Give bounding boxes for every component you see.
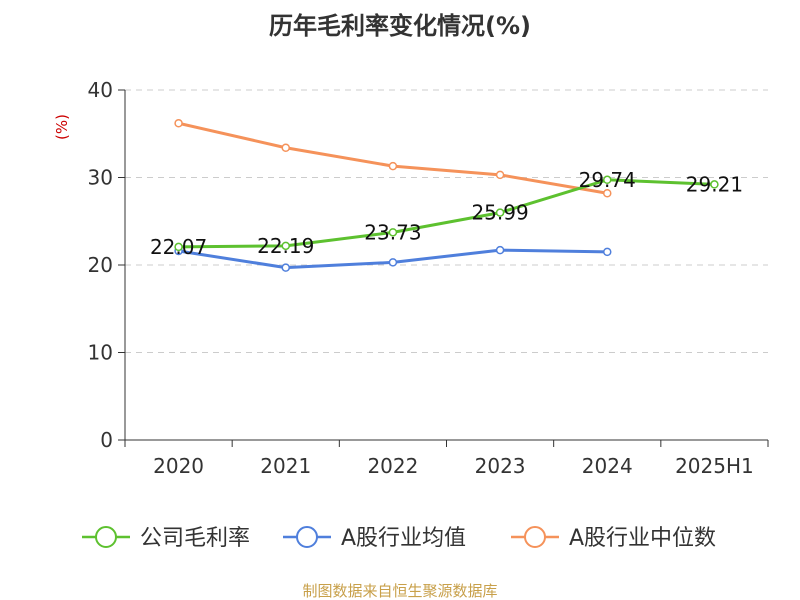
data-point: [388, 258, 398, 267]
legend-label: A股行业中位数: [569, 526, 716, 551]
data-point: [388, 228, 398, 237]
series-line: [178, 178, 715, 249]
legend-label: A股行业均值: [341, 526, 466, 551]
data-label: 29.21: [686, 172, 743, 196]
y-tick-label: 40: [88, 78, 113, 102]
legend-marker-icon: [524, 526, 546, 548]
data-label: 22.07: [150, 235, 207, 259]
y-tick-label: 0: [100, 428, 113, 452]
data-label-layer: 22.07 22.19 23.73 25.99 29.74 29.21: [150, 168, 743, 259]
series-layer: [174, 119, 719, 272]
legend-item[interactable]: A股行业中位数: [511, 526, 716, 551]
series-line: [178, 121, 608, 195]
y-tick-label: 20: [88, 253, 113, 277]
source-note: 制图数据来自恒生聚源数据库: [302, 582, 497, 600]
chart-title: 历年毛利率变化情况(%): [269, 12, 531, 40]
data-label: 25.99: [471, 201, 528, 225]
legend-item[interactable]: A股行业均值: [283, 526, 466, 551]
data-point: [174, 242, 183, 252]
data-point: [603, 247, 612, 257]
data-label: 29.74: [579, 168, 636, 192]
data-point: [495, 170, 505, 180]
legend-label: 公司毛利率: [140, 526, 250, 551]
data-point: [495, 208, 505, 217]
data-point: [495, 245, 505, 255]
x-tick-label: 2024: [582, 454, 633, 478]
data-point: [388, 161, 398, 171]
axis-layer: 0 10 20 30 40 2020 2021 2022 2023 2024 2025H1: [88, 78, 769, 478]
data-point: [174, 119, 183, 128]
data-point: [710, 180, 719, 189]
legend-marker-icon: [296, 526, 318, 548]
y-tick-label: 10: [88, 341, 113, 365]
data-label: 22.19: [257, 234, 314, 258]
data-point: [281, 143, 290, 152]
data-point: [603, 189, 612, 198]
grid-layer: [125, 89, 768, 353]
legend: 公司毛利率 A股行业均值 A股行业中位数: [82, 526, 716, 551]
data-label: 23.73: [364, 220, 421, 244]
data-point: [603, 175, 612, 185]
x-tick-label: 2021: [260, 454, 311, 478]
x-tick-label: 2023: [475, 454, 526, 478]
data-point: [281, 263, 290, 272]
x-tick-label: 2022: [367, 454, 418, 478]
data-point: [281, 241, 290, 251]
legend-marker-icon: [95, 526, 117, 548]
x-tick-label: 2025H1: [675, 454, 754, 478]
legend-item[interactable]: 公司毛利率: [82, 526, 250, 551]
y-tick-label: 30: [88, 166, 113, 190]
y-axis-label: (%): [53, 114, 71, 140]
x-tick-label: 2020: [153, 454, 204, 478]
